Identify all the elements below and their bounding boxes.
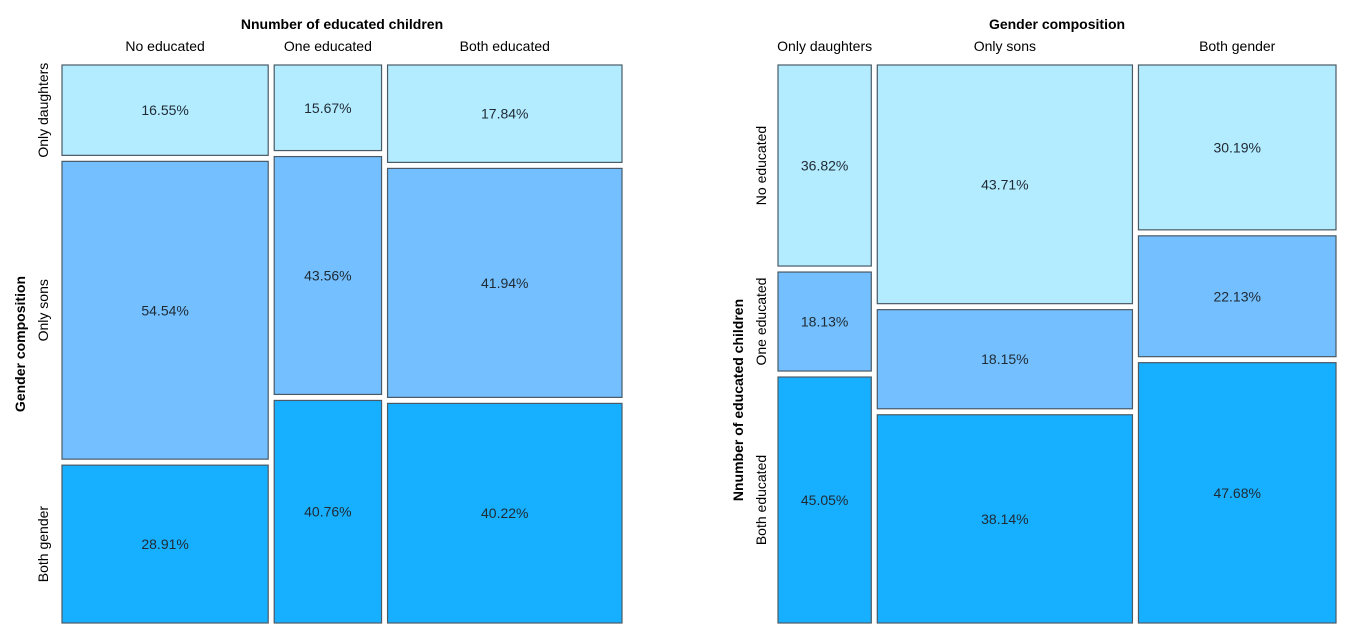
mosaic-cell: [273, 155, 383, 396]
cell-value-label: 45.05%: [801, 492, 848, 508]
column-tick-label: One educated: [284, 38, 372, 54]
chart-left-ylabel: Gender composition: [12, 276, 28, 412]
cell-value-label: 17.84%: [481, 106, 528, 122]
chart-left-title: Nnumber of educated children: [241, 16, 443, 32]
row-tick-label: Only sons: [35, 279, 51, 341]
cell-value-label: 22.13%: [1213, 288, 1260, 304]
cell-value-label: 43.71%: [981, 176, 1028, 192]
cell-value-label: 40.22%: [481, 505, 528, 521]
mosaic-cell: [273, 64, 383, 152]
mosaic-cell: [61, 464, 269, 624]
cell-value-label: 30.19%: [1213, 139, 1260, 155]
cell-value-label: 40.76%: [304, 504, 351, 520]
mosaic-cell: [273, 399, 383, 624]
cell-value-label: 36.82%: [801, 158, 848, 174]
column-tick-label: Both gender: [1199, 38, 1276, 54]
cell-value-label: 43.56%: [304, 267, 351, 283]
cell-value-label: 15.67%: [304, 100, 351, 116]
row-tick-label: No educated: [753, 126, 769, 205]
cell-value-label: 16.55%: [141, 102, 188, 118]
mosaic-cell: [777, 64, 872, 267]
column-tick-label: Both educated: [460, 38, 550, 54]
mosaic-cell: [777, 271, 872, 372]
column-tick-label: No educated: [125, 38, 204, 54]
mosaic-cell: [386, 64, 623, 164]
mosaic-cell: [876, 309, 1134, 410]
mosaic-cell: [386, 167, 623, 398]
mosaic-chart-education-by-gender: Nnumber of educated children Gender comp…: [12, 16, 623, 624]
column-tick-label: Only daughters: [777, 38, 872, 54]
cell-value-label: 47.68%: [1213, 485, 1260, 501]
mosaic-chart-gender-by-education: Gender composition Nnumber of educated c…: [730, 16, 1337, 624]
mosaic-cell: [386, 402, 623, 624]
cell-value-label: 54.54%: [141, 302, 188, 318]
row-tick-label: One educated: [753, 278, 769, 366]
row-tick-label: Only daughters: [35, 63, 51, 158]
mosaic-cell: [1137, 362, 1337, 624]
chart-right-title: Gender composition: [989, 16, 1125, 32]
mosaic-cell: [61, 160, 269, 460]
cell-value-label: 38.14%: [981, 511, 1028, 527]
chart-right-ylabel: Nnumber of educated children: [730, 299, 746, 501]
mosaic-cell: [876, 414, 1134, 624]
mosaic-cell: [1137, 64, 1337, 231]
row-tick-label: Both educated: [753, 455, 769, 545]
mosaic-cell: [61, 64, 269, 156]
mosaic-cell: [777, 376, 872, 624]
column-tick-label: Only sons: [974, 38, 1036, 54]
cell-value-label: 28.91%: [141, 536, 188, 552]
cell-value-label: 18.13%: [801, 314, 848, 330]
row-tick-label: Both gender: [35, 506, 51, 583]
cell-value-label: 18.15%: [981, 351, 1028, 367]
mosaic-cell: [876, 64, 1134, 305]
mosaic-cell: [1137, 235, 1337, 358]
cell-value-label: 41.94%: [481, 275, 528, 291]
